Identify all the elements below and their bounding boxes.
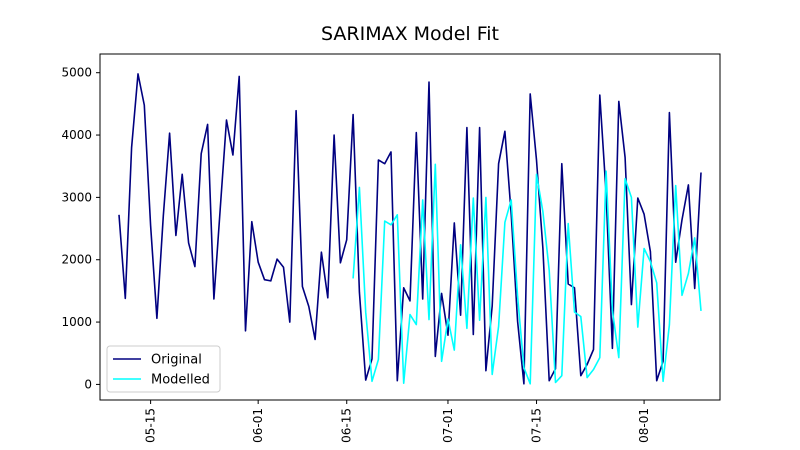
y-tick-label: 5000: [61, 66, 92, 80]
x-tick-label: 06-01: [251, 408, 265, 443]
y-tick-label: 4000: [61, 128, 92, 142]
y-tick-label: 3000: [61, 190, 92, 204]
x-tick-label: 07-01: [441, 408, 455, 443]
x-tick-label: 05-15: [144, 408, 158, 443]
legend-label: Modelled: [151, 373, 210, 388]
chart-title: SARIMAX Model Fit: [321, 23, 499, 45]
x-axis: 05-15 06-01 06-15 07-01 07-15 08-01: [144, 400, 651, 443]
y-tick-label: 1000: [61, 315, 92, 329]
series-line-original: [118, 73, 702, 385]
legend: Original Modelled: [106, 345, 221, 393]
x-tick-label: 06-15: [340, 408, 354, 443]
y-tick-label: 2000: [61, 253, 92, 267]
series-layer: [118, 73, 702, 385]
y-tick-label: 0: [84, 377, 92, 391]
legend-box: [106, 345, 221, 393]
x-tick-label: 08-01: [637, 408, 651, 443]
y-axis: 0 1000 2000 3000 4000 5000: [61, 66, 100, 391]
legend-label: Original: [151, 353, 202, 368]
x-tick-label: 07-15: [530, 408, 544, 443]
series-line-modelled: [352, 163, 702, 385]
